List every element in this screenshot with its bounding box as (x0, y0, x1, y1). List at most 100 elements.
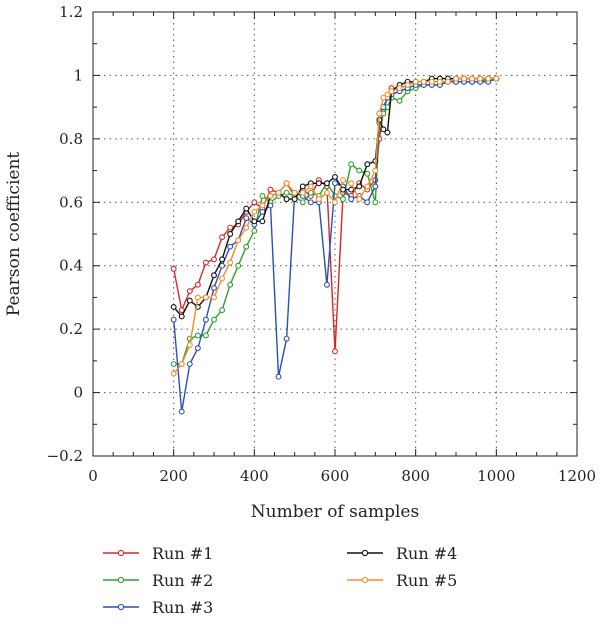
data-point (453, 75, 459, 82)
x-tick-label: 800 (401, 467, 430, 485)
data-point (275, 373, 282, 380)
data-point (211, 284, 217, 291)
x-tick-label: 1000 (477, 467, 515, 485)
x-axis-label: Number of samples (251, 502, 419, 522)
data-point (211, 256, 217, 263)
y-tick-label: 0.2 (59, 320, 83, 338)
legend-item: Run #5 (347, 571, 457, 590)
data-point (384, 91, 391, 98)
legend-swatch-marker (361, 576, 369, 584)
data-point (323, 281, 330, 288)
data-point (275, 189, 282, 196)
legend-label: Run #3 (152, 598, 213, 617)
legend-swatch-marker (361, 549, 369, 557)
data-point (380, 126, 387, 133)
legend-item: Run #2 (103, 571, 213, 590)
tick-labels: 0 200 400 600 800 1000 1200 −0.2 0 0.2 0.4 0.6 0.8 1 1… (47, 3, 597, 485)
data-point (384, 129, 391, 136)
data-point (251, 227, 258, 234)
data-point (364, 161, 371, 168)
data-point (396, 85, 403, 92)
data-point (364, 183, 371, 190)
data-point (283, 180, 290, 187)
data-point (332, 348, 338, 355)
data-point (348, 180, 355, 187)
data-point (356, 196, 363, 203)
legend-swatch-marker (117, 603, 125, 611)
data-point (340, 177, 347, 184)
data-point (170, 361, 177, 367)
y-axis-label: Pearson coefficient (4, 152, 24, 317)
series-layer (170, 75, 500, 415)
data-point (211, 316, 217, 323)
data-point (380, 94, 387, 101)
data-point (227, 281, 234, 288)
x-tick-label: 400 (240, 467, 269, 485)
data-point (372, 167, 379, 174)
x-tick-label: 0 (88, 467, 98, 485)
legend-swatch-marker (117, 549, 125, 557)
y-tick-label: 1.2 (59, 3, 83, 21)
data-point (372, 199, 379, 206)
series-3 (170, 75, 500, 415)
data-point (332, 180, 338, 187)
data-point (364, 199, 371, 206)
data-point (227, 243, 234, 250)
data-point (332, 173, 338, 180)
data-point (186, 288, 193, 295)
data-point (412, 78, 419, 85)
data-point (178, 361, 185, 367)
data-point (299, 199, 306, 206)
data-point (170, 316, 177, 323)
data-point (202, 332, 209, 339)
data-point (485, 75, 492, 82)
data-point (283, 189, 290, 196)
data-point (243, 224, 250, 231)
data-point (202, 294, 209, 301)
data-point (178, 408, 185, 415)
data-point (340, 196, 347, 203)
legend-label: Run #4 (396, 544, 457, 563)
y-tick-label: 0.4 (59, 257, 83, 275)
data-point (323, 180, 330, 187)
data-point (235, 262, 242, 269)
legend-swatch-marker (117, 576, 125, 584)
data-point (404, 81, 411, 88)
y-tick-label: 0.8 (59, 130, 83, 148)
data-point (227, 259, 234, 266)
legend: Run #1 Run #2 Run #3 Run #4 Run #5 (103, 544, 457, 617)
y-tick-label: 0 (73, 384, 83, 402)
x-tick-label: 1200 (558, 467, 596, 485)
series-5 (170, 75, 500, 377)
data-point (259, 208, 266, 215)
data-point (178, 307, 185, 314)
legend-label: Run #5 (396, 571, 457, 590)
legend-item: Run #3 (103, 598, 213, 617)
data-point (259, 202, 266, 209)
data-point (267, 186, 274, 193)
data-point (259, 218, 266, 225)
data-point (364, 170, 371, 177)
data-point (315, 180, 322, 187)
data-point (251, 208, 258, 215)
data-point (243, 215, 250, 222)
data-point (436, 78, 443, 85)
grid-lines (93, 12, 577, 456)
axis-ticks (92, 11, 578, 457)
data-point (186, 297, 193, 304)
legend-label: Run #2 (152, 571, 213, 590)
data-point (267, 202, 274, 209)
data-point (194, 345, 201, 352)
data-point (428, 78, 435, 85)
data-point (170, 370, 177, 377)
data-point (388, 88, 395, 95)
data-point (170, 303, 177, 310)
x-tick-label: 600 (321, 467, 350, 485)
data-point (493, 75, 500, 82)
data-point (243, 205, 250, 212)
legend-item: Run #1 (103, 544, 213, 563)
data-point (219, 234, 226, 241)
data-point (340, 186, 347, 193)
data-point (291, 196, 298, 203)
data-point (170, 265, 177, 272)
